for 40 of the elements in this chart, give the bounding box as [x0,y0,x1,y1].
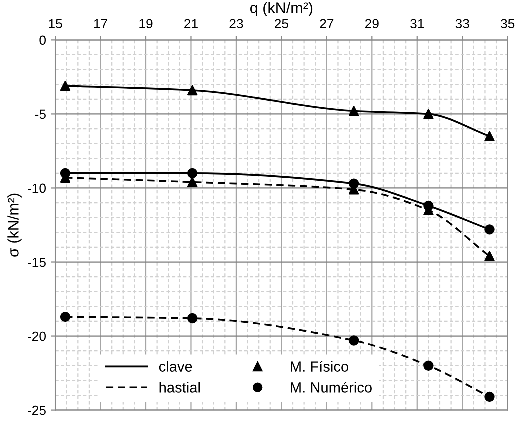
x-tick-label: 27 [320,19,334,28]
point [484,131,495,142]
y-tick-label: -10 [28,184,46,194]
point [188,168,198,179]
y-tick-label: -15 [28,258,46,268]
point [424,360,434,371]
point [60,312,71,322]
point [424,200,434,212]
legend-label: M. Numérico [291,382,372,393]
y-tick-label: 0 [40,36,46,46]
point [484,251,495,262]
y-tick-label: -25 [28,406,46,416]
point [60,168,71,179]
point [188,85,198,96]
point [484,392,495,402]
x-axis-title: q (kN/m²) [250,2,313,16]
point [348,178,360,189]
point [188,177,198,188]
x-tick-label: 29 [365,19,379,29]
x-tick-label: 35 [501,19,515,29]
legend-label: clave [159,361,192,372]
y-tick-label: -20 [28,332,46,342]
point [484,224,495,235]
legend-label: hastial [160,382,200,393]
x-tick-label: 31 [410,19,424,29]
x-tick-label: 17 [94,19,108,28]
legend-label: M. Físico [291,361,348,372]
point [424,109,434,120]
x-tick-label: 23 [230,19,244,29]
x-tick-label: 21 [184,19,198,28]
point [348,336,360,346]
y-tick-label: -5 [35,110,46,120]
x-tick-label: 25 [275,19,288,29]
x-tick-label: 19 [140,19,153,29]
x-tick-label: 15 [49,19,62,29]
point [348,106,360,116]
x-tick-label: 33 [456,19,470,29]
point [188,313,198,324]
point [60,80,71,92]
y-axis-title: σ (kN/m²) [8,194,22,257]
